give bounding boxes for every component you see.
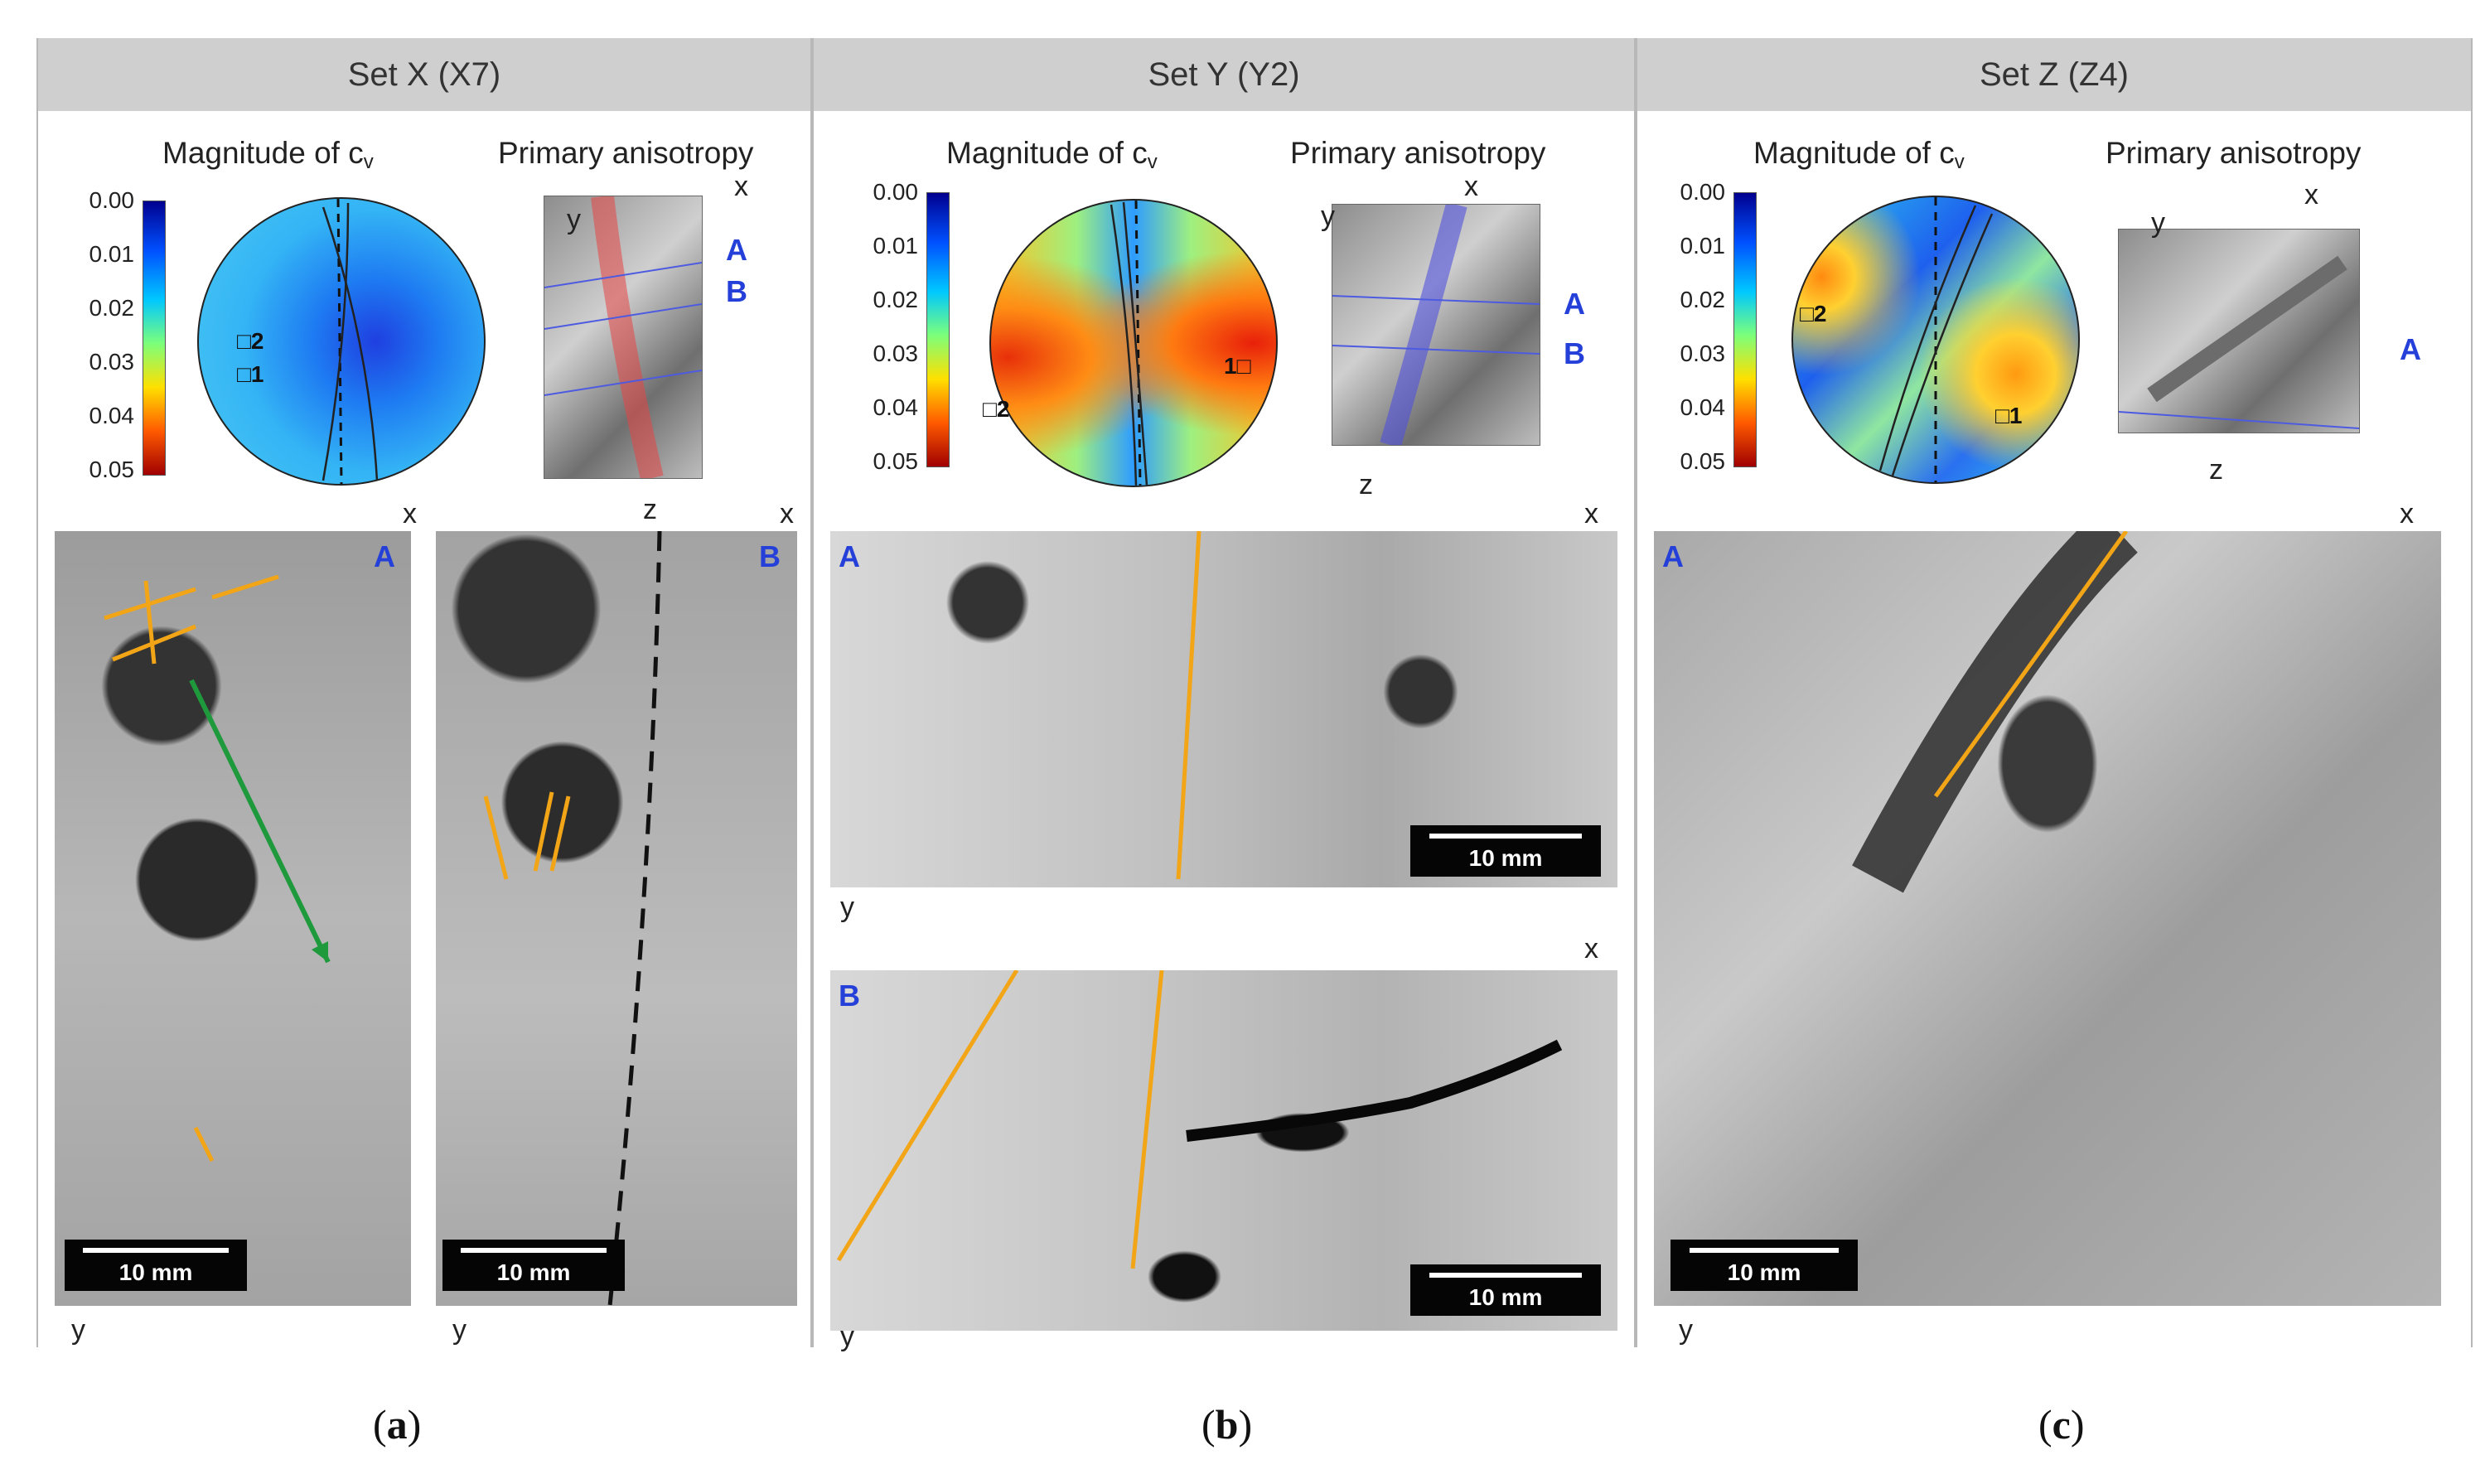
slice-b-region: B xyxy=(759,539,781,573)
scale-bar: 10 mm xyxy=(1670,1240,1858,1291)
cube-region-a: A xyxy=(2400,332,2421,366)
cube-planes xyxy=(2119,255,2359,429)
anisotropy-cube xyxy=(2118,229,2360,433)
pole-figure-traces xyxy=(322,199,379,484)
cube-axis-z: z xyxy=(1359,469,1373,500)
cube-planes xyxy=(544,196,702,478)
slice-a-axis-x: x xyxy=(1584,498,1598,529)
caption-b: (b) xyxy=(1201,1401,1253,1448)
magnitude-label: Magnitude of cv xyxy=(946,136,1158,173)
colorbar-tick: 0.05 xyxy=(873,448,919,474)
panel-title: Set X (X7) xyxy=(38,38,810,111)
cube-axis-y: y xyxy=(567,204,581,235)
point-1: □1 xyxy=(237,361,264,387)
colorbar-tick: 0.01 xyxy=(89,241,135,267)
magnitude-label: Magnitude of cv xyxy=(1753,136,1965,173)
point-2: □2 xyxy=(983,396,1010,422)
cube-axis-z: z xyxy=(2209,454,2223,486)
slice-a-axis-y: y xyxy=(840,892,854,923)
slice-b-annotations xyxy=(836,970,1563,1269)
panel-title: Set Z (Z4) xyxy=(1637,38,2471,111)
slice-b-axis-y: y xyxy=(452,1314,467,1346)
ct-slice-b xyxy=(436,531,797,1306)
cube-axis-x: x xyxy=(2304,179,2318,210)
ct-slice-a xyxy=(55,531,411,1306)
colorbar-tick: 0.04 xyxy=(1680,394,1726,420)
slice-b-axis-x: x xyxy=(1584,933,1598,964)
colorbar-tick: 0.03 xyxy=(89,349,135,375)
slice-b-annotations xyxy=(483,531,662,1306)
point-2: □2 xyxy=(1800,301,1827,326)
colorbar-tick: 0.01 xyxy=(1680,233,1726,259)
colorbar xyxy=(926,192,950,467)
anisotropy-label: Primary anisotropy xyxy=(1290,136,1546,170)
scale-bar: 10 mm xyxy=(1410,825,1601,877)
cube-axis-z: z xyxy=(643,494,657,525)
ct-slice-a xyxy=(1654,531,2441,1306)
slice-a-region: A xyxy=(1662,539,1684,573)
anisotropy-cube xyxy=(1332,204,1540,446)
colorbar-tick: 0.05 xyxy=(89,457,135,482)
anisotropy-label: Primary anisotropy xyxy=(2106,136,2362,170)
colorbar xyxy=(1733,192,1757,467)
colorbar-tick: 0.04 xyxy=(873,394,919,420)
colorbar-tick: 0.00 xyxy=(873,179,919,205)
pole-figure xyxy=(1791,196,2080,484)
cube-axis-x: x xyxy=(734,171,748,202)
magnitude-label: Magnitude of cv xyxy=(162,136,374,173)
cube-region-b: B xyxy=(1564,336,1585,370)
cube-region-b: B xyxy=(726,274,747,308)
pole-figure-traces xyxy=(1878,197,1994,482)
slice-a-axis-y: y xyxy=(71,1314,85,1346)
anisotropy-cube xyxy=(544,196,703,479)
colorbar-tick: 0.03 xyxy=(873,341,919,366)
pole-figure xyxy=(989,199,1278,487)
slice-a-annotations xyxy=(1176,531,1201,880)
cube-region-a: A xyxy=(726,233,747,267)
colorbar xyxy=(143,201,166,476)
anisotropy-label: Primary anisotropy xyxy=(498,136,754,170)
panel-title: Set Y (Y2) xyxy=(814,38,1634,111)
point-2: □2 xyxy=(237,328,264,354)
caption-a: (a) xyxy=(373,1401,422,1448)
slice-a-region: A xyxy=(839,539,860,573)
slice-a-annotations xyxy=(1852,531,2138,893)
slice-a-annotations xyxy=(104,574,331,1163)
slice-a-axis-x: x xyxy=(403,498,417,529)
slice-b-axis-x: x xyxy=(780,498,794,529)
panel-set-x: Set X (X7) Magnitude of cv Primary aniso… xyxy=(36,38,812,1347)
point-1: 1□ xyxy=(1224,353,1251,379)
colorbar-tick: 0.00 xyxy=(1680,179,1726,205)
colorbar-tick: 0.05 xyxy=(1680,448,1726,474)
slice-a-axis-y: y xyxy=(1679,1314,1693,1346)
pole-figure xyxy=(197,197,486,486)
slice-a-axis-x: x xyxy=(2400,498,2414,529)
cube-axis-y: y xyxy=(2151,207,2165,239)
scale-bar: 10 mm xyxy=(442,1240,625,1291)
slice-b-region: B xyxy=(839,979,860,1013)
cube-axis-y: y xyxy=(1321,201,1335,232)
panel-set-y: Set Y (Y2) Magnitude of cv Primary aniso… xyxy=(812,38,1636,1352)
colorbar-tick: 0.01 xyxy=(873,233,919,259)
colorbar-tick: 0.03 xyxy=(1680,341,1726,366)
colorbar-tick: 0.00 xyxy=(89,187,135,213)
cube-axis-x: x xyxy=(1464,171,1478,202)
caption-c: (c) xyxy=(2038,1401,2085,1448)
slice-b-axis-y: y xyxy=(840,1321,854,1352)
colorbar-tick: 0.02 xyxy=(1680,287,1726,312)
pole-figure-traces xyxy=(1110,201,1148,486)
colorbar-tick: 0.04 xyxy=(89,403,135,428)
colorbar-tick: 0.02 xyxy=(873,287,919,312)
colorbar-tick: 0.02 xyxy=(89,295,135,321)
cube-region-a: A xyxy=(1564,287,1585,321)
scale-bar: 10 mm xyxy=(65,1240,247,1291)
cube-planes xyxy=(1332,205,1540,445)
point-1: □1 xyxy=(1995,403,2023,428)
scale-bar: 10 mm xyxy=(1410,1264,1601,1316)
slice-a-region: A xyxy=(374,539,395,573)
panel-set-z: Set Z (Z4) Magnitude of cv Primary aniso… xyxy=(1636,38,2473,1347)
